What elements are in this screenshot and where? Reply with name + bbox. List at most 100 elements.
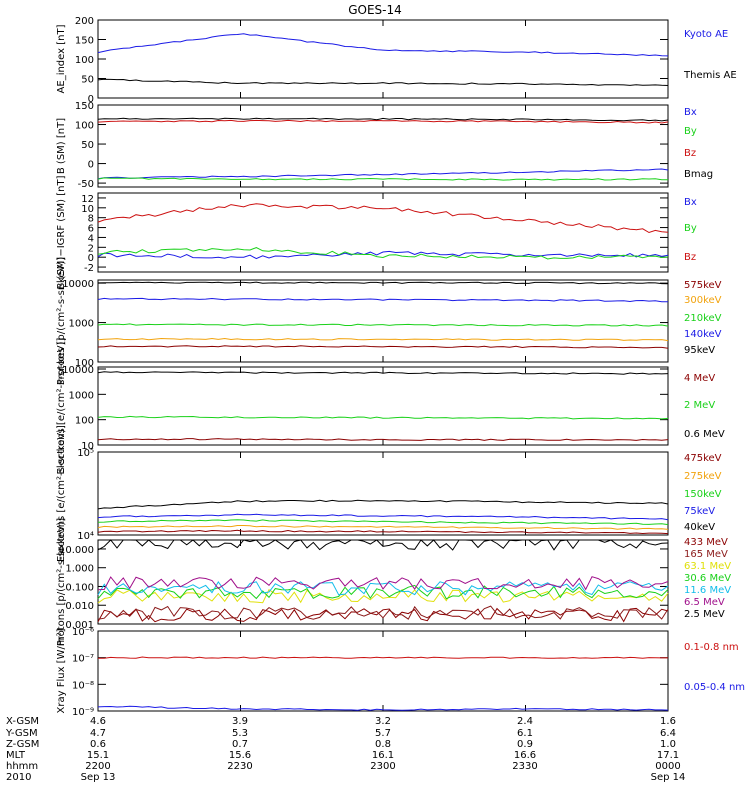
time-row-value: 6.4 bbox=[660, 728, 676, 739]
legend-entry: 0.1-0.8 nm bbox=[684, 642, 739, 653]
legend-entry: 4 MeV bbox=[684, 373, 715, 384]
series-line bbox=[97, 250, 669, 260]
series-line bbox=[97, 584, 669, 600]
time-row-value: 5.7 bbox=[375, 728, 391, 739]
panel-8: 10⁻⁹ 10⁻⁸ 10⁻⁷ 10⁻⁶ Xray Flux [W/m²] 0.1-0.8 … bbox=[56, 627, 745, 718]
y-tick-label: 10 bbox=[81, 204, 94, 215]
series-line bbox=[97, 539, 669, 551]
series-line bbox=[97, 119, 669, 124]
series-line bbox=[97, 247, 669, 260]
y-tick-label: 100 bbox=[75, 121, 94, 132]
time-row-value: 16.6 bbox=[514, 750, 536, 761]
time-row-value: 17.1 bbox=[657, 750, 679, 761]
y-axis-label: Electrons [e/(cm²-s-sr-keV)] bbox=[56, 425, 67, 562]
y-tick-label: 10⁻⁷ bbox=[72, 654, 94, 665]
y-tick-label: 10⁵ bbox=[77, 448, 94, 459]
y-tick-label: 10⁴ bbox=[77, 531, 94, 542]
legend-entry: Bmag bbox=[684, 169, 713, 180]
legend-entry: 2.5 MeV bbox=[684, 609, 725, 620]
time-row-value: 2330 bbox=[512, 761, 537, 772]
time-row-value: 2200 bbox=[85, 761, 110, 772]
legend-entry: 475keV bbox=[684, 453, 722, 464]
legend-entry: 575keV bbox=[684, 280, 722, 291]
y-axis-label: B (SM)−IGRF (SM) [nT] bbox=[56, 175, 67, 289]
time-row-label: hhmm bbox=[6, 761, 38, 772]
y-tick-label: 6 bbox=[88, 224, 94, 235]
legend-entry: 11.6 MeV bbox=[684, 585, 731, 596]
time-row-value: 4.7 bbox=[90, 728, 106, 739]
y-tick-label: -2 bbox=[84, 263, 94, 274]
series-line bbox=[97, 117, 669, 122]
series-line bbox=[97, 499, 669, 510]
time-row-value: 5.3 bbox=[232, 728, 248, 739]
y-axis-label: Protons [p/(cm²-s-sr-keV)] bbox=[56, 257, 67, 385]
series-line bbox=[97, 656, 668, 659]
y-tick-label: 1000 bbox=[69, 319, 94, 330]
legend-entry: Bz bbox=[684, 148, 696, 159]
legend-entry: 0.6 MeV bbox=[684, 429, 725, 440]
time-row-value: 3.9 bbox=[232, 716, 248, 727]
series-line bbox=[97, 415, 669, 420]
panel-frame bbox=[97, 539, 669, 625]
panel-frame bbox=[97, 19, 669, 99]
series-line bbox=[97, 281, 669, 285]
y-tick-label: 150 bbox=[75, 36, 94, 47]
legend-entry: 63.1 MeV bbox=[684, 561, 731, 572]
time-row-label: Y-GSM bbox=[5, 728, 38, 739]
time-row-value: 1.0 bbox=[660, 739, 676, 750]
time-row-value: Sep 13 bbox=[81, 772, 116, 783]
y-tick-label: 4 bbox=[88, 233, 94, 244]
y-tick-label: 1000 bbox=[69, 390, 94, 401]
time-row-value: 16.1 bbox=[372, 750, 394, 761]
legend-entry: Bx bbox=[684, 197, 697, 208]
y-tick-label: -50 bbox=[78, 179, 94, 190]
time-row-value: Sep 14 bbox=[651, 772, 686, 783]
series-line bbox=[97, 33, 669, 57]
series-line bbox=[97, 529, 669, 535]
panel-2: -50 0 50 100 150 B (SM) [nT] Bx By Bz Bmag bbox=[56, 101, 713, 190]
legend-entry: By bbox=[684, 126, 697, 137]
legend-entry: Bx bbox=[684, 107, 697, 118]
time-axis-table: X-GSM 4.6 3.9 3.2 2.4 1.6 Y-GSM 4.7 5.3 5.7 6.1 6.4… bbox=[5, 716, 685, 783]
legend-entry: By bbox=[684, 223, 697, 234]
legend-entry: 75keV bbox=[684, 506, 715, 517]
time-row-value: 3.2 bbox=[375, 716, 391, 727]
y-axis-label: Xray Flux [W/m²] bbox=[56, 628, 67, 713]
y-tick-label: 0.010 bbox=[65, 601, 94, 612]
y-tick-label: 1.000 bbox=[65, 564, 94, 575]
series-line bbox=[97, 705, 669, 711]
series-line bbox=[97, 607, 669, 623]
time-row-value: 15.1 bbox=[87, 750, 109, 761]
series-line bbox=[97, 519, 669, 526]
panel-frame bbox=[97, 630, 669, 712]
y-tick-label: 12 bbox=[81, 194, 94, 205]
y-tick-label: 0 bbox=[88, 253, 94, 264]
series-line bbox=[97, 513, 669, 521]
time-row-value: 0.6 bbox=[90, 739, 106, 750]
y-axis-label: Protons [p/(cm²-s-sr-keV)] bbox=[56, 518, 67, 646]
legend-entry: 6.5 MeV bbox=[684, 597, 725, 608]
y-tick-label: 100 bbox=[75, 416, 94, 427]
y-tick-label: 0 bbox=[88, 94, 94, 105]
series-line bbox=[97, 78, 669, 86]
time-row-value: 2.4 bbox=[517, 716, 533, 727]
legend-entry: 165 MeV bbox=[684, 549, 728, 560]
y-tick-label: 10 bbox=[81, 441, 94, 452]
series-line bbox=[97, 177, 668, 181]
series-line bbox=[97, 605, 669, 621]
series-line bbox=[97, 576, 669, 591]
legend-entry: 0.05-0.4 nm bbox=[684, 682, 745, 693]
y-tick-label: 10000 bbox=[62, 365, 94, 376]
y-tick-label: 2 bbox=[88, 243, 94, 254]
y-axis-label: AE_index [nT] bbox=[56, 24, 67, 93]
time-row-value: 4.6 bbox=[90, 716, 106, 727]
y-tick-label: 100 bbox=[75, 358, 94, 369]
panel-6: 10⁴ 10⁵ Electrons [e/(cm²-s-sr-keV)] 475keV… bbox=[56, 425, 722, 562]
series-line bbox=[97, 588, 669, 604]
y-tick-label: 50 bbox=[81, 75, 94, 86]
